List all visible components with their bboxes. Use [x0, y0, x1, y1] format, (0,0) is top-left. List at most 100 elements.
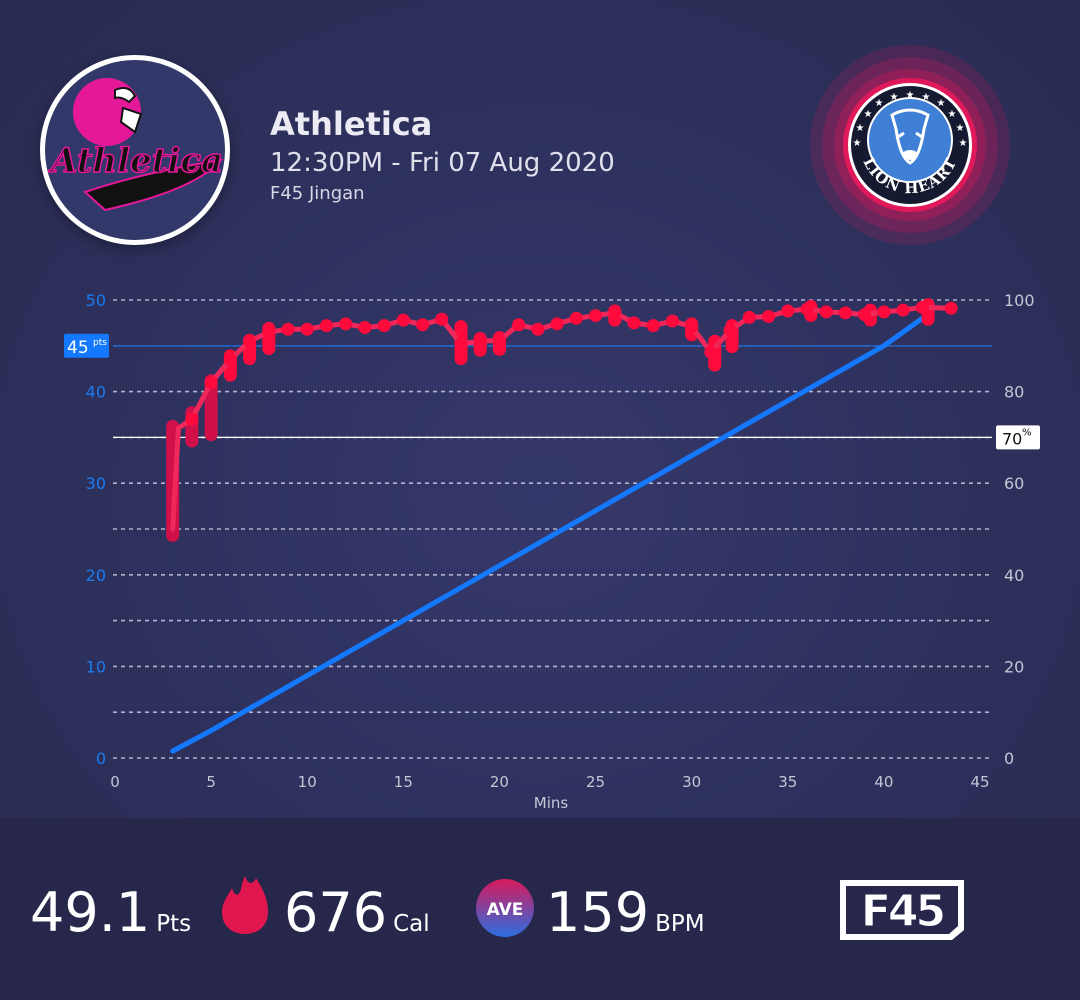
team-logo: Athletica — [40, 55, 230, 245]
progress-line — [170, 308, 935, 754]
points-marker — [243, 334, 257, 348]
svg-text:★: ★ — [937, 98, 946, 109]
points-marker — [300, 322, 314, 336]
calories-unit: Cal — [393, 911, 430, 937]
points-stat: 49.1 Pts — [30, 878, 191, 948]
y-right-tick: 80 — [1004, 383, 1024, 402]
points-marker — [819, 305, 833, 319]
points-marker — [944, 301, 958, 315]
points-marker — [781, 304, 795, 318]
points-marker — [262, 325, 276, 339]
points-marker — [646, 319, 660, 333]
svg-text:★: ★ — [959, 138, 968, 149]
points-marker — [685, 320, 699, 334]
y-right-tick: 60 — [1004, 474, 1024, 493]
points-marker — [492, 333, 506, 347]
club-badge: ★ ★ ★ ★ ★ ★ ★ ★ ★ ★ ★ LION HEART — [810, 45, 1010, 245]
calories-stat: 676 Cal — [284, 878, 430, 948]
points-marker — [762, 309, 776, 323]
points-marker — [281, 322, 295, 336]
x-tick: 10 — [298, 773, 317, 791]
svg-text:★: ★ — [948, 109, 957, 120]
y-left-tick: 50 — [86, 291, 106, 310]
points-marker — [416, 318, 430, 332]
points-marker — [665, 314, 679, 328]
points-marker — [319, 319, 333, 333]
points-marker — [185, 412, 199, 426]
points-marker — [877, 305, 891, 319]
points-marker — [358, 320, 372, 334]
heart-rate-unit: BPM — [655, 911, 705, 937]
svg-text:F45: F45 — [861, 886, 944, 937]
f45-logo-icon: F45 — [840, 880, 964, 940]
svg-text:Athletica: Athletica — [48, 141, 223, 181]
points-marker — [915, 300, 929, 314]
svg-text:★: ★ — [956, 123, 965, 134]
points-marker — [896, 303, 910, 317]
lion-heart-badge-icon: ★★ ★ ★ ★ ★ ★ ★ ★ ★ ★ LION HEART — [810, 45, 1010, 245]
chart-canvas: 0 10 20 30 40 50 0 20 40 60 80 100 0 5 10 15 20 25 30 35 40 4… — [64, 291, 1040, 812]
x-tick: 0 — [110, 773, 120, 791]
session-header: Athletica 12:30PM - Fri 07 Aug 2020 F45 … — [270, 105, 615, 205]
x-tick: 30 — [682, 773, 701, 791]
points-line — [170, 304, 954, 532]
calories-value: 676 — [284, 881, 388, 944]
points-marker — [569, 311, 583, 325]
team-name: Athletica — [270, 105, 433, 143]
y-right-tick: 0 — [1004, 749, 1014, 768]
points-marker — [589, 309, 603, 323]
y-right-tick: 20 — [1004, 657, 1024, 676]
svg-text:★: ★ — [853, 138, 862, 149]
x-tick: 15 — [394, 773, 413, 791]
y-right-tick: 40 — [1004, 566, 1024, 585]
svg-text:★: ★ — [922, 92, 931, 103]
svg-text:★: ★ — [906, 90, 915, 101]
points-marker — [627, 316, 641, 330]
points-marker — [454, 337, 468, 351]
points-marker — [723, 323, 737, 337]
x-tick: 5 — [206, 773, 216, 791]
points-marker — [704, 345, 718, 359]
target-points-badge — [64, 333, 109, 358]
svg-text:★: ★ — [875, 98, 884, 109]
points-marker — [396, 313, 410, 327]
target-points-unit: pts — [93, 338, 107, 348]
x-tick: 20 — [490, 773, 509, 791]
points-unit: Pts — [156, 911, 192, 937]
points-marker — [435, 312, 449, 326]
heart-rate-stat: 159 BPM — [546, 878, 705, 948]
y-right-tick: 100 — [1004, 291, 1035, 310]
session-location: F45 Jingan — [270, 183, 365, 204]
svg-text:★: ★ — [864, 109, 873, 120]
y-left-tick: 30 — [86, 474, 106, 493]
flame-icon — [220, 874, 270, 940]
y-left-tick: 20 — [86, 566, 106, 585]
points-marker — [512, 318, 526, 332]
f45-logo: F45 — [838, 878, 968, 942]
points-marker — [800, 302, 814, 316]
points-marker — [608, 306, 622, 320]
points-progress-chart: 0 10 20 30 40 50 0 20 40 60 80 100 0 5 10 15 20 25 30 35 40 4… — [0, 280, 1080, 820]
points-value: 49.1 — [30, 881, 151, 944]
x-tick: 40 — [874, 773, 893, 791]
points-marker — [339, 317, 353, 331]
svg-text:★: ★ — [890, 92, 899, 103]
y-left-tick: 10 — [86, 657, 106, 676]
average-heart-rate-badge: AVE — [475, 878, 535, 942]
x-tick: 35 — [778, 773, 797, 791]
points-marker — [742, 310, 756, 324]
svg-text:AVE: AVE — [487, 900, 524, 920]
session-datetime: 12:30PM - Fri 07 Aug 2020 — [270, 148, 615, 178]
points-marker — [858, 308, 872, 322]
x-axis-label: Mins — [534, 794, 569, 812]
y-left-tick: 0 — [96, 749, 106, 768]
x-tick: 45 — [970, 773, 989, 791]
threshold-percent-value: 70 — [1002, 429, 1022, 448]
threshold-percent-unit: % — [1022, 427, 1032, 438]
points-marker — [223, 353, 237, 367]
svg-text:★: ★ — [856, 123, 865, 134]
points-marker — [204, 375, 218, 389]
threshold-percent-badge — [996, 425, 1040, 450]
points-marker — [531, 322, 545, 336]
points-marker — [473, 334, 487, 348]
